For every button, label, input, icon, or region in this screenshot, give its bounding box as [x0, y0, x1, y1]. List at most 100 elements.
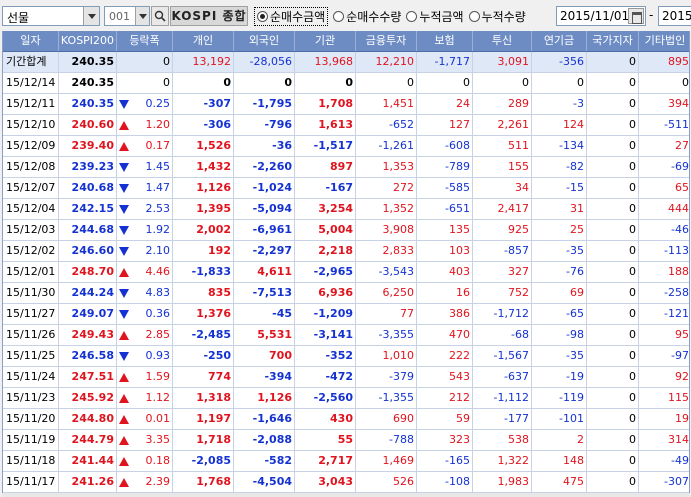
- cell-other-corp: -69: [671, 160, 689, 173]
- header-kospi200[interactable]: KOSPI200: [59, 31, 117, 51]
- end-date-value: 2015: [662, 9, 691, 23]
- cell-government: 0: [587, 199, 639, 219]
- header-foreign[interactable]: 외국인: [234, 31, 295, 51]
- header-change[interactable]: 등락폭: [117, 31, 173, 51]
- table-row[interactable]: 15/11/23 245.92 1.12 1,318 1,126 -2,560 -1,355…: [3, 388, 689, 409]
- cell-foreign: 0: [234, 73, 295, 93]
- header-individual[interactable]: 개인: [173, 31, 234, 51]
- cell-institution: 3,254: [295, 199, 356, 219]
- radio-net-buy-quantity[interactable]: 순매수수량: [333, 8, 401, 25]
- table-row[interactable]: 15/11/26 249.43 2.85 -2,485 5,531 -3,141 -3,35…: [3, 325, 689, 346]
- table-row[interactable]: 15/11/30 244.24 4.83 835 -7,513 6,936 6,250 16 7…: [3, 283, 689, 304]
- table-row[interactable]: 15/11/18 241.44 0.18 -2,085 -582 2,717 1,469 -1…: [3, 451, 689, 472]
- header-date[interactable]: 일자: [3, 31, 59, 51]
- cell-financial-investment: 1,010: [356, 346, 417, 366]
- start-date-input[interactable]: 2015/11/01: [556, 6, 646, 26]
- cell-other-corp: -97: [671, 349, 689, 362]
- change-value: 1.59: [145, 370, 171, 383]
- cell-pension: -15: [532, 178, 587, 198]
- cell-investment-trust: 1,983: [473, 472, 532, 492]
- cell-pension: 0: [532, 73, 587, 93]
- change-value: 1.92: [145, 223, 171, 236]
- table-row[interactable]: 15/11/25 246.58 0.93 -250 700 -352 1,010 222 -1,…: [3, 346, 689, 367]
- amount-type-radio-group: 순매수금액 순매수수량 누적금액 누적수량: [254, 4, 531, 28]
- change-value: 0.18: [145, 454, 171, 467]
- cell-pension: 2: [532, 430, 587, 450]
- cell-investment-trust: 2,417: [473, 199, 532, 219]
- cell-change: 1.47: [117, 178, 173, 198]
- search-button[interactable]: [151, 6, 169, 26]
- table-row[interactable]: 15/12/08 239.23 1.45 1,432 -2,260 897 1,353 -78…: [3, 157, 689, 178]
- cell-individual: 1,768: [173, 472, 234, 492]
- cell-investment-trust: 289: [473, 94, 532, 114]
- table-row[interactable]: 15/12/07 240.68 1.47 1,126 -1,024 -167 272 -585…: [3, 178, 689, 199]
- cell-other-corp: 314: [668, 433, 689, 446]
- cell-kospi200: 246.60: [59, 241, 117, 261]
- cell-other-corp: 115: [668, 391, 689, 404]
- cell-individual: 1,395: [173, 199, 234, 219]
- cell-insurance: 59: [417, 409, 473, 429]
- search-icon: [154, 10, 166, 22]
- cell-financial-investment: 0: [356, 73, 417, 93]
- product-select[interactable]: 선물: [2, 6, 100, 26]
- cell-foreign: -796: [234, 115, 295, 135]
- cell-financial-investment: -3,543: [356, 262, 417, 282]
- header-government[interactable]: 국가지자: [587, 31, 639, 51]
- header-other-corp[interactable]: 기타법인: [639, 31, 689, 51]
- header-insurance[interactable]: 보험: [417, 31, 473, 51]
- cell-institution: 3,043: [295, 472, 356, 492]
- table-row[interactable]: 15/12/03 244.68 1.92 2,002 -6,961 5,004 3,908 1…: [3, 220, 689, 241]
- chevron-down-icon[interactable]: [135, 7, 149, 25]
- cell-change: 1.59: [117, 367, 173, 387]
- table-row[interactable]: 15/12/01 248.70 4.46 -1,833 4,611 -2,965 -3,54…: [3, 262, 689, 283]
- table-row[interactable]: 15/11/24 247.51 1.59 774 -394 -472 -379 543 -637…: [3, 367, 689, 388]
- cell-financial-investment: 1,353: [356, 157, 417, 177]
- table-row[interactable]: 15/12/09 239.40 0.17 1,526 -36 -1,517 -1,261 -6…: [3, 136, 689, 157]
- table-row[interactable]: 15/12/04 242.15 2.53 1,395 -5,094 3,254 1,352-…: [3, 199, 689, 220]
- cell-financial-investment: -379: [356, 367, 417, 387]
- cell-financial-investment: 272: [356, 178, 417, 198]
- cell-individual: 835: [173, 283, 234, 303]
- chevron-down-icon[interactable]: [83, 7, 99, 25]
- cell-kospi200: 244.79: [59, 430, 117, 450]
- table-row[interactable]: 15/11/19 244.79 3.35 1,718 -2,088 55 -788 323 53…: [3, 430, 689, 451]
- radio-cumulative-amount[interactable]: 누적금액: [406, 8, 464, 25]
- summary-row[interactable]: 기간합계 240.35 0 13,192 -28,056 13,968 12,2…: [3, 52, 689, 73]
- table-row[interactable]: 15/11/17 241.26 2.39 1,768 -4,504 3,043 526 -10…: [3, 472, 689, 493]
- table-row[interactable]: 15/12/02 246.60 2.10 192 -2,297 2,218 2,833 103…: [3, 241, 689, 262]
- code-select[interactable]: 001: [104, 6, 150, 26]
- table-row[interactable]: 15/11/27 249.07 0.36 1,376 -45 -1,209 77 386 -1,…: [3, 304, 689, 325]
- cell-government: 0: [587, 283, 639, 303]
- cell-kospi200: 241.44: [59, 451, 117, 471]
- cell-other-corp: 188: [668, 265, 689, 278]
- cell-institution: 2,218: [295, 241, 356, 261]
- radio-label: 순매수금액: [270, 9, 326, 24]
- change-value: 1.12: [145, 391, 171, 404]
- header-financial-investment[interactable]: 금융투자: [356, 31, 417, 51]
- cell-investment-trust: 2,261: [473, 115, 532, 135]
- end-date-input[interactable]: 2015: [658, 6, 691, 26]
- cell-government: 0: [587, 262, 639, 282]
- cell-foreign: -5,094: [234, 199, 295, 219]
- header-institution[interactable]: 기관: [295, 31, 356, 51]
- triangle-down-icon: [119, 183, 129, 193]
- table-row[interactable]: 15/12/14 240.35 0 0 0 0 0 0 0 0 0 0: [3, 73, 689, 94]
- cell-pension: 124: [532, 115, 587, 135]
- cell-government: 0: [587, 430, 639, 450]
- triangle-up-icon: [119, 477, 129, 487]
- change-value: 4.46: [145, 265, 171, 278]
- calendar-icon[interactable]: [628, 8, 644, 24]
- radio-net-buy-amount[interactable]: 순매수금액: [254, 6, 329, 26]
- header-pension[interactable]: 연기금: [532, 31, 587, 51]
- cell-change: 0.17: [117, 136, 173, 156]
- cell-pension: 475: [532, 472, 587, 492]
- radio-cumulative-quantity[interactable]: 누적수량: [468, 8, 526, 25]
- table-row[interactable]: 15/11/20 244.80 0.01 1,197 -1,646 430 690 59 -17…: [3, 409, 689, 430]
- cell-individual: 1,318: [173, 388, 234, 408]
- cell-change: 4.83: [117, 283, 173, 303]
- header-investment-trust[interactable]: 투신: [473, 31, 532, 51]
- cell-change: 1.20: [117, 115, 173, 135]
- table-row[interactable]: 15/12/11 240.35 0.25 -307 -1,795 1,708 1,451 24…: [3, 94, 689, 115]
- table-row[interactable]: 15/12/10 240.60 1.20 -306 -796 1,613 -652 127 2,…: [3, 115, 689, 136]
- cell-change: 1.45: [117, 157, 173, 177]
